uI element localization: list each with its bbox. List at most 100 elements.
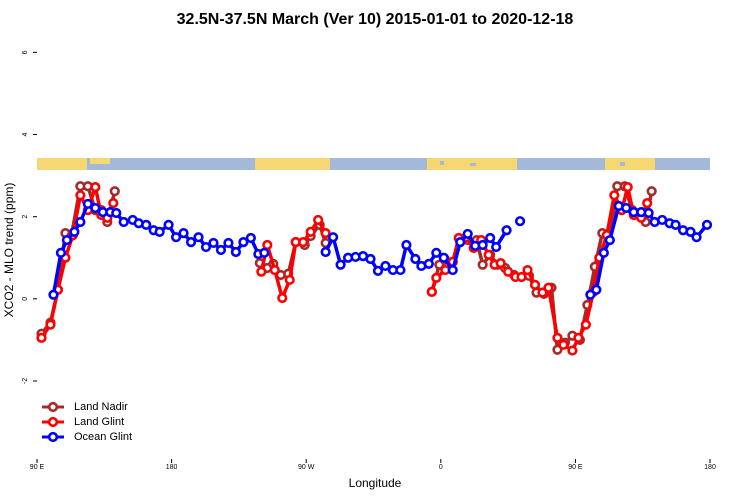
point [604, 234, 615, 246]
point [491, 241, 502, 253]
point [75, 190, 86, 201]
point [447, 264, 458, 276]
point [691, 232, 702, 243]
point [230, 246, 242, 258]
point [410, 253, 421, 265]
point [320, 246, 331, 258]
point [438, 252, 449, 263]
point [305, 226, 316, 237]
point [245, 232, 256, 244]
point [61, 234, 73, 246]
point [670, 219, 681, 230]
point [622, 181, 633, 193]
point [45, 319, 56, 330]
point [529, 279, 541, 290]
point [154, 226, 165, 237]
point [256, 266, 267, 277]
point [609, 190, 620, 201]
point [573, 332, 584, 343]
point [380, 260, 391, 272]
point [401, 239, 412, 251]
point [223, 237, 234, 249]
point [431, 272, 442, 283]
point [269, 264, 280, 276]
point [185, 237, 197, 248]
series [36, 181, 657, 355]
point [163, 219, 174, 230]
point [455, 237, 466, 248]
point [503, 266, 514, 277]
point [701, 219, 713, 230]
point [320, 227, 331, 239]
point [200, 241, 212, 253]
legend-label: Land Glint [74, 416, 124, 428]
point [69, 226, 80, 237]
point [543, 282, 554, 293]
y-tick-label: -2 [22, 378, 29, 384]
x-tick-label: 180 [704, 464, 716, 471]
point [514, 216, 526, 227]
y-tick-label: 0 [22, 297, 29, 301]
x-tick-label: 90 W [298, 464, 315, 471]
legend-marker [47, 431, 59, 443]
y-tick-label: 4 [22, 132, 29, 136]
y-tick-label: 6 [22, 50, 29, 54]
point [552, 332, 563, 343]
point [328, 232, 339, 243]
point [462, 228, 473, 240]
point [516, 271, 527, 283]
point [485, 232, 496, 244]
point [426, 286, 437, 297]
point [313, 214, 324, 226]
chart-title: 32.5N-37.5N March (Ver 10) 2015-01-01 to… [177, 11, 574, 28]
point [55, 247, 67, 258]
point [109, 186, 120, 197]
point [335, 259, 346, 270]
point [118, 216, 129, 228]
point [431, 247, 442, 258]
point [36, 332, 47, 343]
point [48, 289, 59, 300]
point [567, 345, 578, 356]
point [178, 227, 189, 239]
point [501, 225, 512, 236]
point [215, 244, 227, 256]
point [141, 219, 152, 230]
point [643, 207, 654, 219]
point [685, 226, 696, 237]
point [75, 216, 86, 228]
x-axis-label: Longitude [349, 476, 402, 490]
land-ocean-strip [37, 158, 710, 170]
series-line [40, 185, 649, 353]
point [558, 339, 569, 350]
point [580, 319, 591, 330]
point [423, 258, 434, 270]
y-axis-label: XCO2 - MLO trend (ppm) [2, 183, 16, 318]
point [621, 202, 632, 214]
point [642, 198, 653, 209]
point [90, 181, 101, 193]
legend-label: Ocean Glint [74, 431, 132, 443]
point [284, 274, 295, 286]
x-tick-label: 90 E [568, 464, 583, 471]
point [262, 239, 273, 251]
x-tick-label: 90 E [30, 464, 45, 471]
x-tick-label: 180 [166, 464, 178, 471]
point [238, 237, 249, 248]
point [646, 186, 657, 197]
y-tick-label: 2 [22, 215, 29, 219]
point [483, 249, 494, 260]
series-line [40, 184, 654, 352]
point [193, 232, 204, 243]
legend-marker [47, 401, 59, 413]
point [495, 257, 506, 269]
point [208, 237, 219, 249]
point [111, 207, 122, 219]
x-tick-label: 0 [439, 464, 443, 471]
point [108, 198, 119, 209]
point [365, 253, 376, 265]
point [259, 247, 270, 258]
series [48, 198, 713, 300]
point [372, 265, 384, 276]
